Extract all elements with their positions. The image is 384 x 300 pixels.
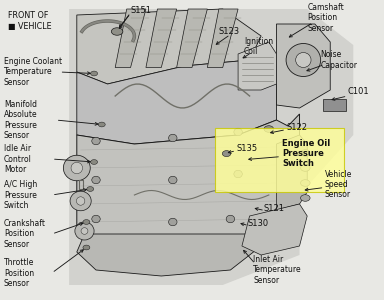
Ellipse shape [169, 134, 177, 142]
Text: S135: S135 [236, 144, 257, 153]
Text: S151: S151 [131, 6, 152, 15]
Ellipse shape [91, 71, 98, 76]
Polygon shape [177, 9, 207, 68]
Ellipse shape [300, 195, 310, 201]
Ellipse shape [111, 28, 123, 35]
Text: FRONT OF
■ VEHICLE: FRONT OF ■ VEHICLE [8, 11, 51, 31]
Ellipse shape [83, 245, 90, 250]
Ellipse shape [296, 52, 311, 68]
Text: Manifold
Absolute
Pressure
Sensor: Manifold Absolute Pressure Sensor [4, 100, 38, 140]
Text: Crankshaft
Position
Sensor: Crankshaft Position Sensor [4, 219, 46, 249]
Text: S121: S121 [263, 204, 284, 213]
Ellipse shape [286, 44, 321, 76]
Ellipse shape [234, 128, 242, 136]
Text: S130: S130 [248, 219, 269, 228]
Text: Vehicle
Speed
Sensor: Vehicle Speed Sensor [324, 169, 352, 200]
Ellipse shape [98, 122, 105, 127]
Ellipse shape [234, 170, 242, 178]
Ellipse shape [222, 151, 231, 157]
Polygon shape [242, 204, 307, 255]
Text: Throttle
Position
Sensor: Throttle Position Sensor [4, 258, 34, 288]
Ellipse shape [83, 220, 90, 224]
Text: C101: C101 [348, 87, 369, 96]
Ellipse shape [70, 191, 91, 211]
Ellipse shape [300, 165, 310, 171]
Polygon shape [77, 9, 261, 84]
Text: S123: S123 [219, 27, 240, 36]
Polygon shape [238, 42, 276, 90]
Ellipse shape [300, 150, 310, 156]
Ellipse shape [92, 215, 100, 223]
Polygon shape [69, 9, 353, 285]
Ellipse shape [87, 187, 94, 191]
Ellipse shape [264, 126, 273, 132]
Ellipse shape [71, 162, 83, 174]
Polygon shape [77, 234, 261, 276]
Text: Idle Air
Control
Motor: Idle Air Control Motor [4, 144, 32, 174]
Text: A/C High
Pressure
Switch: A/C High Pressure Switch [4, 180, 37, 210]
Text: Ignition
Coil: Ignition Coil [244, 37, 273, 56]
Ellipse shape [169, 176, 177, 184]
Text: Engine Coolant
Temperature
Sensor: Engine Coolant Temperature Sensor [4, 57, 62, 87]
Polygon shape [77, 114, 300, 246]
Polygon shape [207, 9, 238, 68]
Ellipse shape [76, 197, 85, 205]
Ellipse shape [81, 228, 88, 234]
Text: Engine Oil
Pressure
Switch: Engine Oil Pressure Switch [282, 139, 331, 169]
Ellipse shape [92, 176, 100, 184]
Polygon shape [77, 60, 276, 144]
Ellipse shape [226, 215, 235, 223]
Ellipse shape [300, 180, 310, 186]
Ellipse shape [91, 160, 98, 164]
Text: S122: S122 [286, 123, 307, 132]
Ellipse shape [63, 155, 90, 181]
Bar [323, 99, 346, 111]
Text: Inlet Air
Temperature
Sensor: Inlet Air Temperature Sensor [253, 255, 302, 285]
Text: Camshaft
Position
Sensor: Camshaft Position Sensor [307, 3, 344, 33]
Ellipse shape [75, 222, 94, 240]
Polygon shape [115, 9, 146, 68]
Ellipse shape [169, 218, 177, 226]
Polygon shape [276, 135, 307, 210]
Polygon shape [276, 24, 330, 108]
FancyBboxPatch shape [215, 128, 344, 192]
Polygon shape [146, 9, 177, 68]
Text: Noise
Capacitor: Noise Capacitor [321, 50, 358, 70]
Ellipse shape [92, 137, 100, 145]
